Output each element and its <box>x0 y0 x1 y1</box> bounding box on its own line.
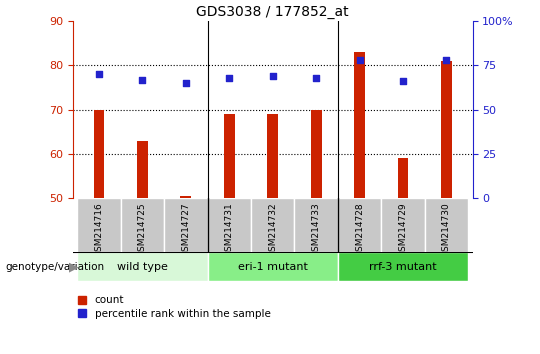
Bar <box>310 110 321 198</box>
Title: GDS3038 / 177852_at: GDS3038 / 177852_at <box>197 5 349 19</box>
Bar <box>77 252 207 281</box>
Bar <box>180 196 191 198</box>
Text: eri-1 mutant: eri-1 mutant <box>238 262 308 272</box>
Text: GSM214730: GSM214730 <box>442 202 451 257</box>
Bar <box>354 52 365 198</box>
Bar <box>338 198 381 253</box>
Point <box>268 73 277 79</box>
Bar <box>397 159 408 198</box>
Bar <box>294 198 338 253</box>
Bar <box>251 198 294 253</box>
Bar <box>425 198 468 253</box>
Bar <box>381 198 425 253</box>
Point <box>138 77 147 82</box>
Bar <box>207 198 251 253</box>
Text: GSM214732: GSM214732 <box>268 202 277 257</box>
Point <box>399 79 407 84</box>
Point <box>312 75 320 81</box>
Point <box>355 57 364 63</box>
Bar <box>93 110 104 198</box>
Text: wild type: wild type <box>117 262 168 272</box>
Text: GSM214725: GSM214725 <box>138 202 147 257</box>
Text: genotype/variation: genotype/variation <box>5 262 105 272</box>
Text: rrf-3 mutant: rrf-3 mutant <box>369 262 437 272</box>
Point <box>442 57 451 63</box>
Text: GSM214731: GSM214731 <box>225 202 234 257</box>
Text: GSM214729: GSM214729 <box>399 202 408 257</box>
Bar <box>338 252 468 281</box>
Text: GSM214733: GSM214733 <box>312 202 321 257</box>
Text: GSM214728: GSM214728 <box>355 202 364 257</box>
Text: ▶: ▶ <box>69 261 78 274</box>
Bar <box>120 198 164 253</box>
Bar <box>137 141 148 198</box>
Point <box>94 72 103 77</box>
Point <box>181 80 190 86</box>
Bar <box>267 114 278 198</box>
Legend: count, percentile rank within the sample: count, percentile rank within the sample <box>78 296 271 319</box>
Bar <box>77 198 120 253</box>
Bar <box>224 114 235 198</box>
Bar <box>441 61 452 198</box>
Text: GSM214727: GSM214727 <box>181 202 190 257</box>
Text: GSM214716: GSM214716 <box>94 202 104 257</box>
Bar <box>164 198 207 253</box>
Point <box>225 75 234 81</box>
Bar <box>207 252 338 281</box>
